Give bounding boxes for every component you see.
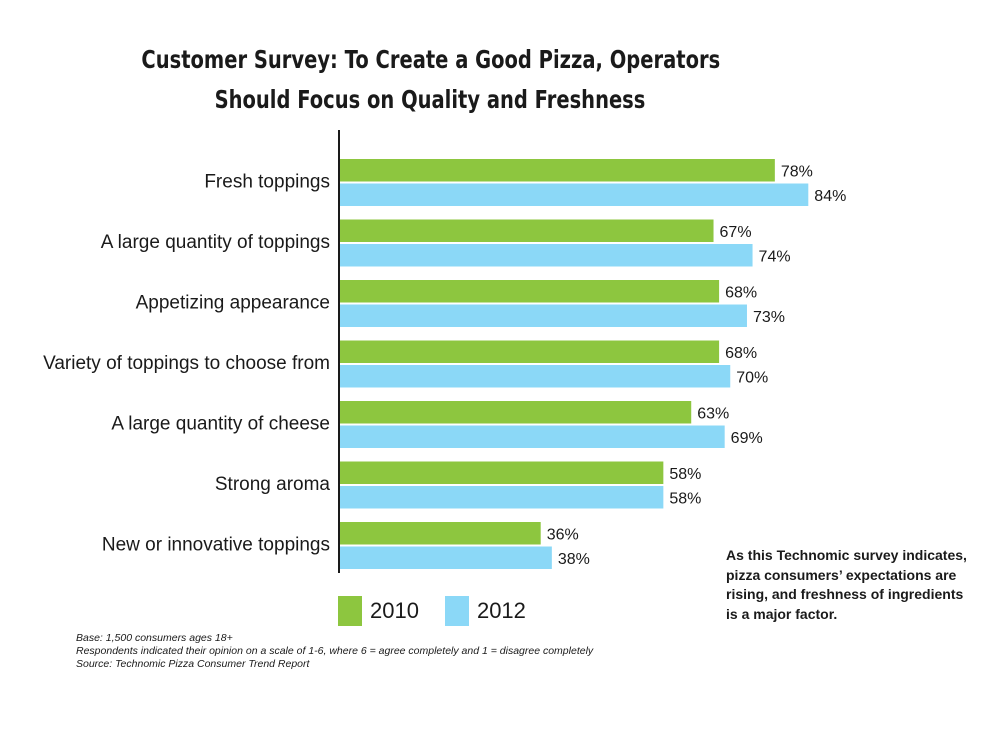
value-label-2012: 69%	[731, 430, 763, 447]
bar-2010	[340, 219, 714, 242]
category-label: A large quantity of cheese	[111, 414, 330, 435]
value-label-2010: 36%	[547, 526, 579, 543]
category-label: Appetizing appearance	[136, 293, 330, 314]
value-label-2010: 68%	[725, 345, 757, 362]
note-base: Base: 1,500 consumers ages 18+	[76, 632, 233, 644]
value-label-2010: 68%	[725, 284, 757, 301]
value-label-2012: 70%	[736, 369, 768, 386]
legend-swatch-2012	[444, 596, 469, 626]
value-label-2012: 84%	[814, 188, 846, 205]
category-label: Strong aroma	[215, 474, 331, 495]
chart-title-line-1: Customer Survey: To Create a Good Pizza,…	[141, 45, 721, 74]
bar-2010	[340, 461, 664, 484]
value-label-2010: 67%	[720, 224, 752, 241]
bar-2012	[340, 183, 809, 206]
note-source: Source: Technomic Pizza Consumer Trend R…	[76, 658, 310, 670]
value-label-2010: 58%	[669, 466, 701, 483]
category-label: Variety of toppings to choose from	[43, 353, 330, 374]
bar-2010	[340, 401, 692, 424]
bar-2012	[340, 304, 747, 327]
legend-label-2012: 2012	[476, 598, 526, 623]
value-label-2012: 74%	[759, 248, 791, 265]
value-label-2012: 73%	[753, 309, 785, 326]
value-label-2012: 38%	[558, 551, 590, 568]
bar-2012	[340, 244, 753, 267]
callout-line-2: pizza consumers’ expectations are	[726, 566, 957, 583]
legend-label-2010: 2010	[370, 598, 419, 623]
value-label-2010: 78%	[781, 163, 813, 180]
legend-swatch-2010	[338, 596, 362, 626]
chart-title-line-2: Should Focus on Quality and Freshness	[214, 85, 646, 114]
category-label: A large quantity of toppings	[101, 232, 330, 253]
category-label: Fresh toppings	[204, 172, 330, 193]
bar-2012	[340, 486, 664, 509]
bar-2012	[340, 365, 731, 388]
callout-line-4: is a major factor.	[726, 605, 838, 622]
callout-text: As this Technomic survey indicates, pizz…	[726, 546, 996, 624]
bar-2012	[340, 425, 725, 448]
chart-title: Customer Survey: To Create a Good Pizza,…	[141, 40, 721, 120]
bar-2012	[340, 546, 552, 569]
bar-2010	[340, 280, 720, 303]
bar-2010	[340, 522, 541, 545]
value-label-2012: 58%	[669, 490, 701, 507]
legend-item-2012: 2012	[444, 596, 526, 626]
legend-item-2010: 2010	[338, 596, 419, 626]
chart-notes: Base: 1,500 consumers ages 18+ Responden…	[76, 632, 593, 671]
bar-2010	[340, 159, 775, 182]
callout-line-3: rising, and freshness of ingredients	[726, 586, 964, 602]
category-label: New or innovative toppings	[102, 535, 330, 556]
callout-line-1: As this Technomic survey indicates,	[726, 547, 967, 563]
note-scale: Respondents indicated their opinion on a…	[76, 645, 594, 657]
bar-2010	[340, 340, 720, 363]
chart-legend: 2010 2012	[338, 596, 552, 626]
value-label-2010: 63%	[697, 405, 729, 422]
